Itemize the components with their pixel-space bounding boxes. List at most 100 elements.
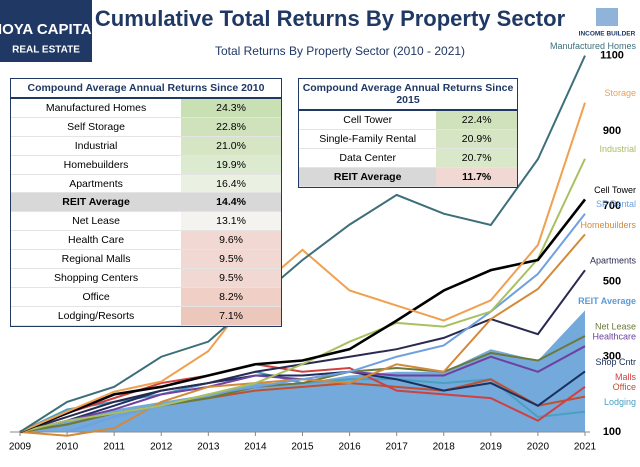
table-title: Compound Average Annual Returns Since 20… xyxy=(11,79,281,99)
table-row: REIT Average 11.7% xyxy=(299,167,517,187)
row-value: 9.5% xyxy=(181,250,281,269)
x-tick-label: 2015 xyxy=(291,442,314,453)
line xyxy=(19,363,586,433)
table-row: Single-Family Rental 20.9% xyxy=(299,129,517,149)
logo-text: HOYA CAPITAL xyxy=(0,21,101,38)
row-value: 24.3% xyxy=(181,99,281,117)
logo-subtext: REAL ESTATE xyxy=(12,45,80,56)
x-tick-label: 2013 xyxy=(197,442,220,453)
y-tick-label: 100 xyxy=(603,426,621,438)
row-label: Data Center xyxy=(339,151,396,164)
row-label: Cell Tower xyxy=(343,113,393,126)
table-row: Health Care 9.6% xyxy=(11,231,281,251)
row-value: 20.7% xyxy=(436,148,517,167)
table-row: Regional Malls 9.5% xyxy=(11,250,281,270)
series-label: Lodging xyxy=(604,397,636,407)
row-value: 14.4% xyxy=(181,193,281,212)
y-tick-label: 900 xyxy=(603,125,621,137)
row-label: Single-Family Rental xyxy=(319,132,417,145)
row-value: 7.1% xyxy=(181,306,281,325)
series-label: SF Rental xyxy=(596,199,636,209)
x-tick-label: 2010 xyxy=(56,442,79,453)
x-tick-label: 2019 xyxy=(480,442,503,453)
series-label: Manufactured Homes xyxy=(550,41,637,51)
y-tick-label: 300 xyxy=(603,351,621,363)
table-row: Shopping Centers 9.5% xyxy=(11,269,281,288)
x-tick-label: 2009 xyxy=(9,442,32,453)
table-row: Data Center 20.7% xyxy=(299,148,517,168)
table-row: Manufactured Homes 24.3% xyxy=(11,99,281,118)
logo-box xyxy=(0,0,92,62)
table-row: REIT Average 14.4% xyxy=(11,193,281,213)
table-row: Cell Tower 22.4% xyxy=(299,111,517,130)
x-tick-label: 2018 xyxy=(433,442,456,453)
row-value: 8.2% xyxy=(181,287,281,306)
series-label: Office xyxy=(613,382,636,392)
table: Compound Average Annual Returns Since 20… xyxy=(10,78,282,327)
row-label: Apartments xyxy=(69,177,123,190)
chart-subtitle: Total Returns By Property Sector (2010 -… xyxy=(215,44,465,58)
x-tick-label: 2021 xyxy=(574,442,597,453)
table-row: Net Lease 13.1% xyxy=(11,212,281,232)
row-label: REIT Average xyxy=(333,170,402,183)
x-tick-label: 2016 xyxy=(338,442,361,453)
badge-text: INCOME BUILDER xyxy=(579,31,636,38)
line xyxy=(19,158,586,433)
table-row: Self Storage 22.8% xyxy=(11,117,281,137)
y-tick-label: 500 xyxy=(603,275,621,287)
series-label: REIT Average xyxy=(578,296,636,306)
row-label: Homebuilders xyxy=(63,158,129,171)
row-value: 19.9% xyxy=(181,155,281,174)
row-label: Health Care xyxy=(68,234,125,247)
row-label: Industrial xyxy=(74,139,118,152)
row-label: Self Storage xyxy=(67,120,125,133)
table-row: Office 8.2% xyxy=(11,287,281,307)
row-label: REIT Average xyxy=(62,196,130,209)
row-value: 13.1% xyxy=(181,212,281,231)
x-tick-label: 2014 xyxy=(244,442,267,453)
line xyxy=(19,102,586,433)
table-row: Homebuilders 19.9% xyxy=(11,155,281,175)
series-label: Storage xyxy=(604,88,636,98)
badge-icon xyxy=(596,8,618,26)
series-label: Cell Tower xyxy=(594,185,636,195)
row-value: 20.9% xyxy=(436,129,517,148)
table-title: Compound Average Annual Returns Since 20… xyxy=(299,79,517,111)
x-tick-label: 2017 xyxy=(386,442,409,453)
series-label: Homebuilders xyxy=(580,220,636,230)
table-row: Lodging/Resorts 7.1% xyxy=(11,306,281,326)
row-value: 9.6% xyxy=(181,231,281,250)
row-value: 11.7% xyxy=(436,167,517,186)
row-label: Net Lease xyxy=(72,215,120,228)
chart-title: Cumulative Total Returns By Property Sec… xyxy=(95,6,566,31)
row-label: Manufactured Homes xyxy=(45,101,147,114)
y-tick-label: 700 xyxy=(603,200,621,212)
series-label: Industrial xyxy=(599,144,636,154)
row-label: Lodging/Resorts xyxy=(57,309,135,322)
line xyxy=(19,55,586,433)
series-label: Apartments xyxy=(590,256,637,266)
row-value: 9.5% xyxy=(181,269,281,287)
table: Compound Average Annual Returns Since 20… xyxy=(298,78,518,188)
series-label: Net Lease xyxy=(595,321,636,331)
row-value: 22.4% xyxy=(436,111,517,129)
series-label: Malls xyxy=(615,372,637,382)
row-value: 16.4% xyxy=(181,174,281,193)
row-value: 21.0% xyxy=(181,136,281,155)
series-label: Shop Cntr xyxy=(595,357,636,367)
series-label: Healthcare xyxy=(592,332,636,342)
line xyxy=(19,370,586,433)
row-label: Shopping Centers xyxy=(54,271,139,284)
row-label: Office xyxy=(82,290,110,303)
table-row: Industrial 21.0% xyxy=(11,136,281,156)
x-tick-label: 2020 xyxy=(527,442,550,453)
area xyxy=(20,310,585,432)
y-tick-label: 1100 xyxy=(600,50,624,62)
x-tick-label: 2011 xyxy=(103,442,125,453)
line xyxy=(19,198,587,434)
x-tick-label: 2012 xyxy=(150,442,173,453)
row-label: Regional Malls xyxy=(61,253,131,266)
row-value: 22.8% xyxy=(181,117,281,136)
